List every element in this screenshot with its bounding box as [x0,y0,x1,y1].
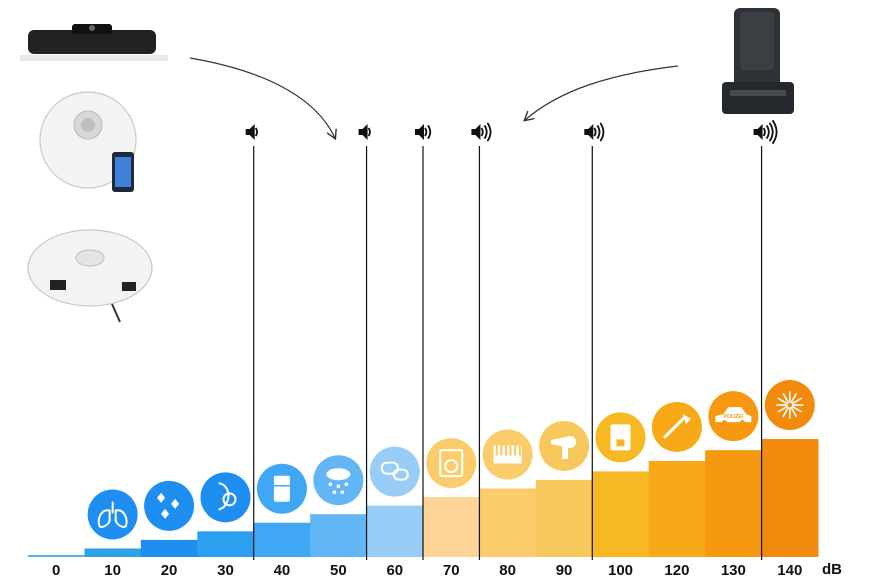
x-tick-label-80: 80 [499,562,516,579]
speaker-icon [471,122,492,142]
bar-30 [197,531,255,557]
bar-90 [535,479,593,557]
bars-layer [28,439,819,557]
conversation-icon [369,446,420,497]
coffee-machine-icon [595,412,646,463]
x-tick-label-60: 60 [386,562,403,579]
robot-vacuum-white-app-image [39,91,137,192]
leaves-icon [144,480,195,531]
x-tick-label-10: 10 [104,562,121,579]
whisper-icon [200,472,251,523]
x-tick-label-50: 50 [330,562,347,579]
robot-vacuum-dark-image [20,24,168,61]
speaker-icon [245,124,258,140]
fireworks-icon [764,380,815,431]
x-tick-label-0: 0 [52,562,60,579]
marker-lines-layer [245,119,778,560]
lungs-icon [87,489,138,540]
x-tick-label-30: 30 [217,562,234,579]
bar-100 [592,471,650,557]
arrow-curve-left [189,57,337,141]
x-tick-label-70: 70 [443,562,460,579]
arrow-curve-right [523,65,679,122]
rain-icon [313,455,364,506]
bar-70 [423,497,480,557]
speaker-icon [584,122,605,142]
bar-0 [28,555,85,557]
bar-10 [84,548,142,557]
robot-vacuum-white-image [27,229,153,323]
bar-60 [366,505,424,557]
bar-80 [479,488,537,557]
bar-40 [253,522,311,557]
speaker-icon [415,124,432,140]
x-tick-label-100: 100 [608,562,633,579]
svg-text:POLIZEI: POLIZEI [724,414,744,420]
x-tick-label-20: 20 [161,562,178,579]
x-tick-label-90: 90 [556,562,573,579]
auto-empty-station-image [722,8,794,114]
trombone-icon [651,401,702,452]
bar-130 [705,450,763,557]
piano-icon [482,429,533,480]
x-tick-label-40: 40 [274,562,291,579]
police-car-icon: POLIZEI [708,391,759,442]
speaker-icon [358,124,371,140]
bar-120 [648,460,706,557]
x-tick-label-140: 140 [777,562,802,579]
washing-machine-icon [426,438,477,489]
speaker-icon [753,119,778,145]
hair-dryer-icon [539,420,590,471]
icons-layer: POLIZEI [87,380,815,540]
x-tick-label-120: 120 [664,562,689,579]
bar-20 [140,539,198,557]
fridge-icon [256,463,307,514]
x-tick-label-130: 130 [721,562,746,579]
x-axis-ticks: 0 10 20 30 40 50 60 70 80 90 100 120 130 140 [52,562,802,579]
bar-50 [310,514,368,557]
bar-140 [761,439,819,557]
x-axis-unit-label: dB [822,561,842,578]
